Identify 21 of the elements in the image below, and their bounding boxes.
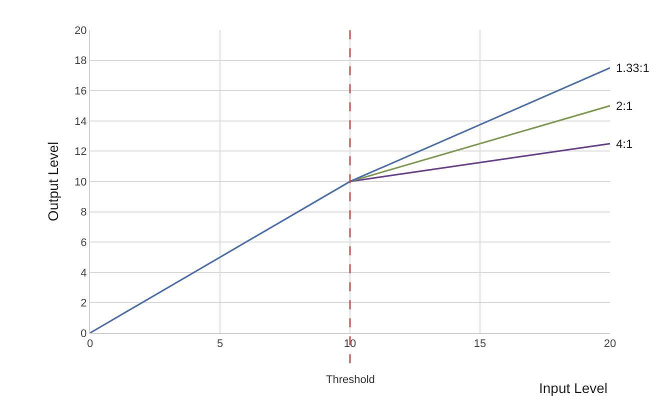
ref-line-label: Threshold	[326, 374, 375, 386]
y-tick-label: 8	[80, 206, 87, 219]
x-tick-label: 10	[344, 338, 356, 350]
y-tick-label: 10	[74, 176, 87, 188]
y-tick-label: 0	[80, 328, 87, 340]
x-tick-label: 5	[216, 338, 224, 350]
y-axis-title: Output Level	[45, 142, 62, 222]
y-tick-label: 20	[74, 24, 87, 37]
series-label: 1.33:1	[616, 61, 650, 75]
y-tick-label: 12	[74, 146, 87, 158]
y-tick-label: 14	[74, 116, 87, 128]
series-label: 4:1	[616, 137, 634, 151]
x-axis-title: Input Level	[539, 380, 608, 396]
y-tick-label: 4	[80, 267, 87, 280]
series-label: 2:1	[616, 99, 634, 113]
y-tick-label: 2	[80, 298, 87, 310]
y-tick-label: 6	[80, 236, 87, 249]
x-tick-label: 20	[604, 338, 616, 350]
x-tick-label: 15	[474, 338, 486, 350]
y-tick-label: 16	[74, 85, 87, 98]
y-tick-label: 18	[74, 55, 87, 68]
